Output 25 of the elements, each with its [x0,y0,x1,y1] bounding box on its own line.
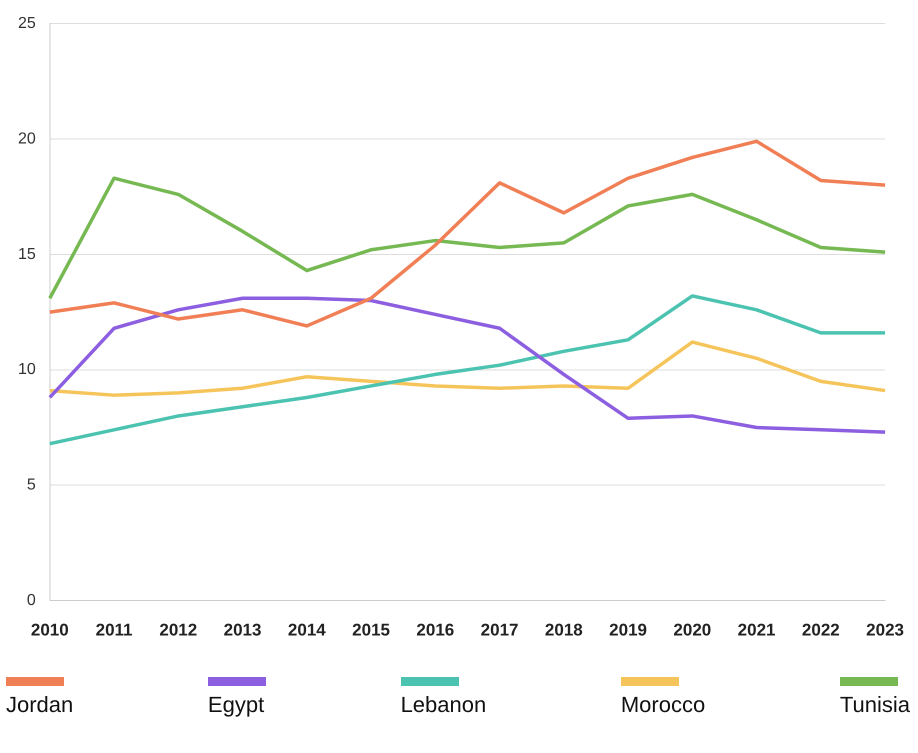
legend-label: Tunisia [840,692,910,718]
x-tick-label: 2014 [288,620,326,640]
x-tick-label: 2022 [802,620,840,640]
y-tick-label: 5 [26,476,36,494]
x-tick-label: 2011 [96,620,132,640]
x-tick-label: 2020 [673,620,712,640]
x-tick-label: 2018 [544,620,583,640]
y-tick-label: 20 [18,130,36,148]
legend-label: Morocco [620,692,706,718]
legend-label: Egypt [208,692,264,718]
x-tick-label: 2021 [738,620,776,640]
x-tick-label: 2023 [866,620,904,640]
y-tick-label: 15 [18,246,36,263]
x-tick-label: 2016 [416,620,454,640]
y-tick-label: 25 [18,15,36,32]
x-tick-label: 2019 [609,620,647,640]
legend-label: Jordan [6,692,74,718]
x-tick-label: 2013 [224,620,262,640]
x-tick-label: 2015 [352,620,390,640]
x-tick-label: 2012 [159,620,198,640]
x-tick-label: 2017 [480,620,518,640]
y-tick-label: 0 [26,592,36,610]
legend-label: Lebanon [400,692,486,718]
x-tick-label: 2010 [30,620,69,640]
y-tick-label: 10 [18,361,36,378]
